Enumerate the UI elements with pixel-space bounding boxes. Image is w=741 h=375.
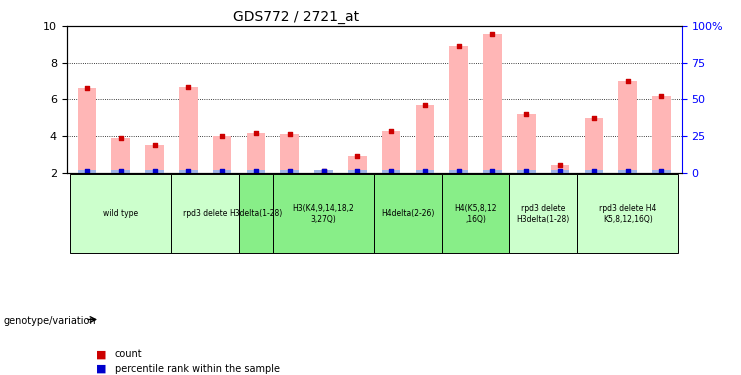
Bar	[652, 96, 671, 172]
Bar	[551, 165, 569, 172]
Bar	[551, 170, 569, 172]
Bar	[314, 170, 333, 172]
FancyBboxPatch shape	[374, 174, 442, 254]
Point	[419, 168, 431, 174]
Point	[622, 168, 634, 174]
Point	[284, 131, 296, 137]
FancyBboxPatch shape	[577, 174, 678, 254]
Bar	[111, 138, 130, 172]
Point	[149, 168, 161, 174]
Text: genotype/variation: genotype/variation	[4, 316, 96, 326]
Bar	[585, 170, 603, 172]
FancyBboxPatch shape	[171, 174, 239, 254]
Point	[284, 168, 296, 174]
Bar	[179, 170, 198, 172]
Point	[622, 78, 634, 84]
Text: wild type: wild type	[103, 209, 139, 218]
Point	[656, 168, 668, 174]
Point	[115, 168, 127, 174]
Point	[115, 135, 127, 141]
Point	[520, 168, 532, 174]
Point	[656, 93, 668, 99]
Text: H4(K5,8,12
,16Q): H4(K5,8,12 ,16Q)	[454, 204, 496, 224]
Text: rpd3 delete H4
K5,8,12,16Q): rpd3 delete H4 K5,8,12,16Q)	[599, 204, 657, 224]
Point	[351, 153, 363, 159]
Bar	[449, 46, 468, 172]
Bar	[416, 105, 434, 172]
Point	[81, 168, 93, 174]
Point	[554, 162, 566, 168]
Bar	[179, 87, 198, 172]
Point	[588, 168, 599, 174]
Point	[250, 130, 262, 136]
Text: rpd3 delete
H3delta(1-28): rpd3 delete H3delta(1-28)	[516, 204, 570, 224]
Point	[81, 86, 93, 92]
Point	[182, 168, 194, 174]
Bar	[449, 170, 468, 172]
Point	[554, 168, 566, 174]
Text: count: count	[115, 350, 142, 359]
Bar	[213, 170, 231, 172]
Point	[453, 168, 465, 174]
Bar	[247, 133, 265, 172]
Point	[453, 44, 465, 50]
Bar	[145, 170, 164, 172]
Bar	[280, 170, 299, 172]
Bar	[517, 114, 536, 172]
Point	[216, 133, 228, 139]
Bar	[585, 118, 603, 172]
Bar	[280, 134, 299, 172]
Point	[487, 31, 499, 37]
Point	[149, 142, 161, 148]
Text: H4delta(2-26): H4delta(2-26)	[382, 209, 435, 218]
Bar	[78, 170, 96, 172]
Bar	[618, 81, 637, 172]
Point	[588, 115, 599, 121]
Bar	[314, 171, 333, 172]
Bar	[652, 170, 671, 172]
Bar	[416, 170, 434, 172]
Text: ■: ■	[96, 364, 107, 374]
Point	[318, 168, 330, 174]
Point	[351, 168, 363, 174]
Bar	[111, 170, 130, 172]
Bar	[247, 170, 265, 172]
FancyBboxPatch shape	[239, 174, 273, 254]
FancyBboxPatch shape	[70, 174, 171, 254]
Point	[182, 84, 194, 90]
Bar	[382, 170, 400, 172]
Bar	[618, 170, 637, 172]
Text: rpd3 delete: rpd3 delete	[183, 209, 227, 218]
FancyBboxPatch shape	[509, 174, 577, 254]
Text: percentile rank within the sample: percentile rank within the sample	[115, 364, 280, 374]
FancyBboxPatch shape	[273, 174, 374, 254]
Bar	[145, 145, 164, 172]
Bar	[517, 170, 536, 172]
Point	[318, 168, 330, 174]
Bar	[348, 156, 367, 172]
Bar	[483, 170, 502, 172]
Bar	[78, 88, 96, 172]
Bar	[348, 170, 367, 172]
Bar	[382, 130, 400, 172]
Point	[250, 168, 262, 174]
Text: ■: ■	[96, 350, 107, 359]
Bar	[483, 34, 502, 172]
Point	[419, 102, 431, 108]
Point	[385, 128, 397, 134]
Text: H3(K4,9,14,18,2
3,27Q): H3(K4,9,14,18,2 3,27Q)	[293, 204, 354, 224]
Point	[487, 168, 499, 174]
Text: H3delta(1-28): H3delta(1-28)	[229, 209, 282, 218]
Bar	[213, 136, 231, 172]
Point	[385, 168, 397, 174]
FancyBboxPatch shape	[442, 174, 509, 254]
Text: GDS772 / 2721_at: GDS772 / 2721_at	[233, 10, 359, 24]
Point	[216, 168, 228, 174]
Point	[520, 111, 532, 117]
